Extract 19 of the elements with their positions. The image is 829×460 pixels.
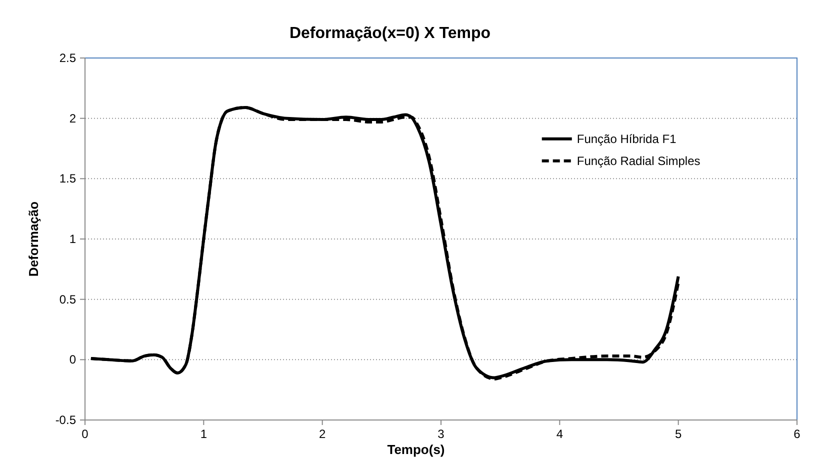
x-tick-label: 0 (82, 427, 89, 441)
legend-label: Função Radial Simples (576, 154, 700, 168)
x-axis-title: Tempo(s) (387, 442, 445, 457)
y-tick-label: 1.5 (59, 172, 76, 186)
chart-title: Deformação(x=0) X Tempo (289, 25, 491, 42)
x-tick-label: 3 (438, 427, 445, 441)
y-axis-title: Deformação (26, 201, 41, 277)
y-tick-label: 0 (69, 352, 76, 367)
x-tick-label: 2 (318, 427, 326, 441)
x-tick-label: 1 (200, 427, 208, 441)
x-tick-label: 6 (794, 427, 801, 441)
legend-label: Função Híbrida F1 (576, 132, 677, 146)
y-tick-label: 1 (69, 232, 76, 246)
y-tick-label: 2 (69, 111, 76, 126)
y-tick-label: 2.5 (59, 51, 76, 65)
y-tick-label: -0.5 (55, 413, 76, 427)
y-tick-label: 0.5 (59, 292, 76, 306)
x-tick-label: 4 (556, 427, 564, 441)
x-tick-label: 5 (674, 427, 682, 441)
